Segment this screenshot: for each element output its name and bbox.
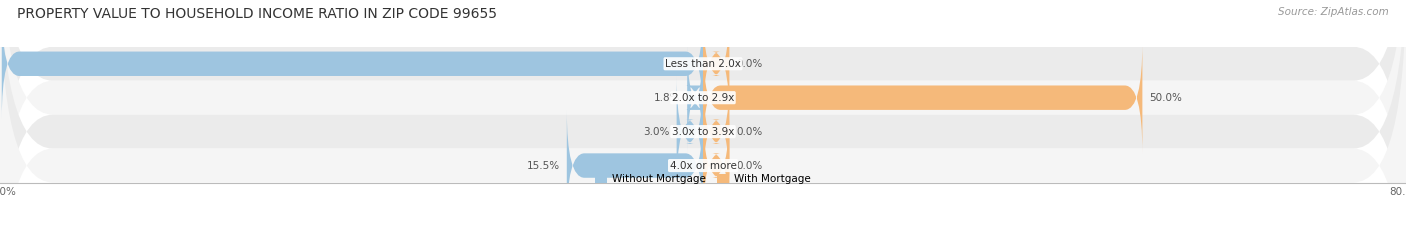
FancyBboxPatch shape bbox=[567, 110, 703, 221]
Text: Source: ZipAtlas.com: Source: ZipAtlas.com bbox=[1278, 7, 1389, 17]
Text: 1.8%: 1.8% bbox=[654, 93, 681, 103]
Text: 15.5%: 15.5% bbox=[527, 161, 560, 171]
FancyBboxPatch shape bbox=[676, 76, 703, 187]
Text: 4.0x or more: 4.0x or more bbox=[669, 161, 737, 171]
Text: 0.0%: 0.0% bbox=[737, 127, 762, 137]
FancyBboxPatch shape bbox=[703, 42, 1142, 153]
Text: PROPERTY VALUE TO HOUSEHOLD INCOME RATIO IN ZIP CODE 99655: PROPERTY VALUE TO HOUSEHOLD INCOME RATIO… bbox=[17, 7, 496, 21]
FancyBboxPatch shape bbox=[1, 8, 703, 119]
Text: 50.0%: 50.0% bbox=[1150, 93, 1182, 103]
Legend: Without Mortgage, With Mortgage: Without Mortgage, With Mortgage bbox=[591, 170, 815, 188]
FancyBboxPatch shape bbox=[703, 8, 730, 119]
Text: 3.0%: 3.0% bbox=[643, 127, 669, 137]
FancyBboxPatch shape bbox=[703, 110, 730, 221]
FancyBboxPatch shape bbox=[686, 42, 704, 153]
FancyBboxPatch shape bbox=[703, 76, 730, 187]
Text: 0.0%: 0.0% bbox=[737, 161, 762, 171]
Text: Less than 2.0x: Less than 2.0x bbox=[665, 59, 741, 69]
Text: 0.0%: 0.0% bbox=[737, 59, 762, 69]
Text: 3.0x to 3.9x: 3.0x to 3.9x bbox=[672, 127, 734, 137]
Text: 2.0x to 2.9x: 2.0x to 2.9x bbox=[672, 93, 734, 103]
